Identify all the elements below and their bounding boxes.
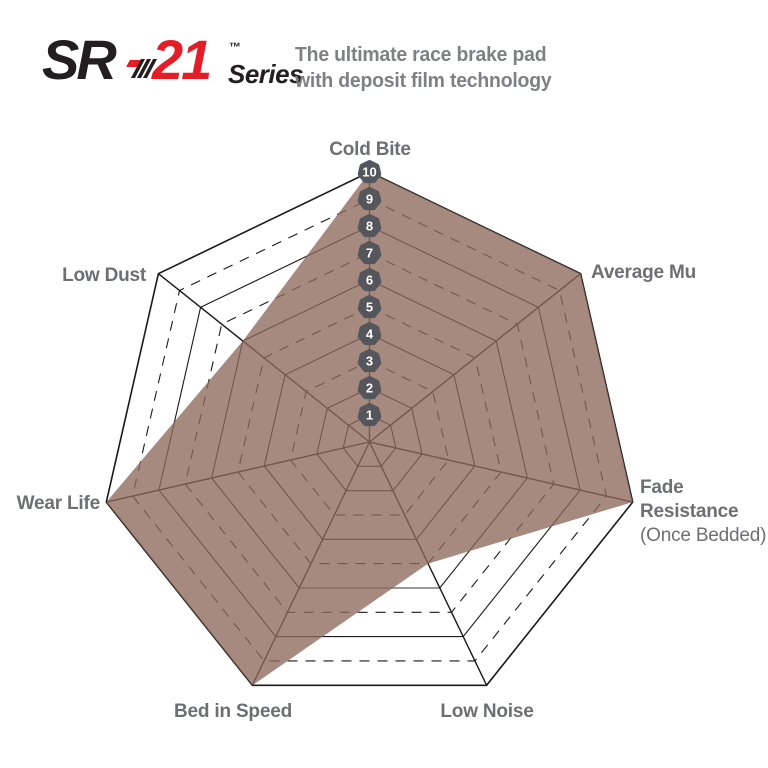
sr21-logo: SR 21 ™ Series [42,32,304,98]
scale-badge-number-5: 5 [366,300,373,315]
axis-label-low-dust: Low Dust [62,265,146,286]
scale-badge-number-7: 7 [366,246,373,261]
scale-badge-number-8: 8 [366,219,373,234]
scale-badge-number-9: 9 [366,192,373,207]
tagline-line-2: with deposit film technology [295,70,552,92]
axis-label-low-noise: Low Noise [440,701,534,722]
axis-label-cold-bite: Cold Bite [329,139,411,160]
scale-badge-3 [357,349,382,373]
scale-badge-number-3: 3 [366,354,373,369]
tagline-line-1: The ultimate race brake pad [295,44,547,66]
scale-badge-2 [357,376,382,400]
scale-badge-number-4: 4 [366,327,374,342]
logo-sr-text: SR [42,28,117,91]
radar-grid-ring-7 [184,252,555,613]
radar-grid-ring-10 [105,171,634,687]
axis-label-average-mu: Average Mu [591,262,696,283]
scale-badge-number-1: 1 [366,408,373,423]
scale-badge-10 [357,160,382,184]
axis-label-fade-resistance: Fade Resistance (Once Bedded) [640,476,766,548]
logo-series-text: Series [228,59,304,89]
radar-grid-ring-9 [132,198,607,662]
axis-label-bed-in-speed: Bed in Speed [174,701,292,722]
logo-model-number: 21 [152,28,212,91]
fade-label-line2: Resistance [640,501,739,522]
fade-label-line1: Fade [640,477,684,498]
scale-badge-4 [357,322,382,346]
scale-badge-6 [357,268,382,292]
brand-header: SR 21 ™ Series The ultimate race brake p… [42,32,732,108]
product-tagline: The ultimate race brake pad with deposit… [295,42,552,94]
scale-badge-number-6: 6 [366,273,373,288]
radar-data-polygon [106,172,633,686]
fade-label-line3: (Once Bedded) [640,525,767,546]
scale-badge-5 [357,295,382,319]
scale-badge-1 [357,403,382,427]
scale-badge-7 [357,241,382,265]
axis-label-wear-life: Wear Life [16,493,101,514]
trademark-symbol: ™ [229,40,241,54]
scale-badge-number-10: 10 [362,165,376,180]
scale-badge-number-2: 2 [366,381,373,396]
scale-badge-9 [357,187,382,211]
scale-badge-8 [357,214,382,238]
